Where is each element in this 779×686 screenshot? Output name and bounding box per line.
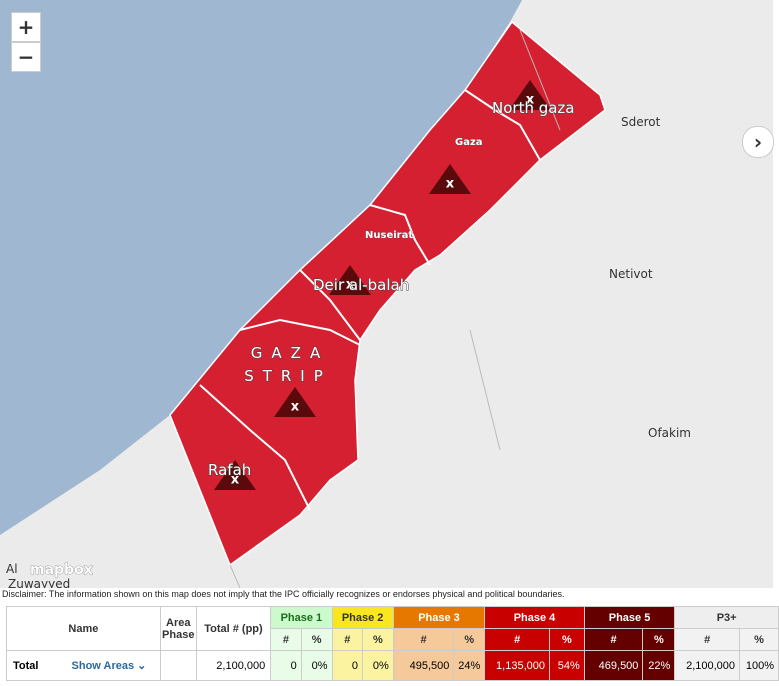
map-label: Rafah bbox=[208, 461, 251, 479]
header: P3+ bbox=[674, 606, 779, 629]
total: 2,100,000 bbox=[195, 650, 272, 681]
cell: 0 bbox=[270, 650, 302, 681]
sea bbox=[0, 0, 522, 535]
markers: x x x x x bbox=[214, 80, 551, 490]
map-label: Gaza bbox=[455, 137, 483, 148]
subheader: # bbox=[270, 628, 302, 651]
marker-symbol: x bbox=[346, 278, 355, 293]
header: Phase 1 bbox=[270, 606, 333, 629]
map-label: Ofakim bbox=[648, 426, 691, 440]
cell: 100% bbox=[739, 650, 779, 681]
cell: 54% bbox=[548, 650, 585, 681]
map-label: Al bbox=[6, 562, 18, 576]
area-phase bbox=[159, 650, 197, 681]
header: Total # (pp) bbox=[195, 606, 272, 651]
cell: 1,135,000 bbox=[484, 650, 550, 681]
disclaimer: Disclaimer: The information shown on thi… bbox=[2, 589, 565, 599]
zoom-out[interactable]: − bbox=[11, 42, 41, 72]
next-button[interactable]: › bbox=[742, 126, 774, 158]
map-label: GAZA bbox=[251, 344, 329, 362]
row-name: Total Show Areas ⌄ bbox=[6, 650, 161, 681]
show-areas[interactable]: Show Areas ⌄ bbox=[71, 660, 147, 672]
header: Area Phase bbox=[159, 606, 197, 651]
map-label: Nuseirat bbox=[365, 230, 413, 241]
map-label: STRIP bbox=[244, 367, 332, 385]
map-label: Zuwayyed bbox=[8, 577, 70, 588]
attribution[interactable]: mapbox bbox=[30, 562, 93, 579]
roads bbox=[229, 29, 561, 588]
marker-symbol: x bbox=[291, 400, 300, 415]
cell: 0 bbox=[331, 650, 364, 681]
header: Phase 2 bbox=[331, 606, 394, 629]
map-label: North gaza bbox=[492, 99, 575, 117]
famine-marker[interactable] bbox=[274, 387, 316, 417]
famine-marker[interactable] bbox=[509, 80, 551, 110]
cell: 0% bbox=[300, 650, 333, 681]
famine-marker[interactable] bbox=[214, 460, 256, 490]
famine-marker[interactable] bbox=[329, 265, 371, 295]
marker-symbol: x bbox=[231, 473, 240, 488]
marker-symbol: x bbox=[526, 93, 535, 108]
subheader: # bbox=[674, 628, 741, 651]
map: x x x x x North gaza Gaza Nuseirat Deir al-b… bbox=[0, 0, 773, 588]
cell: 469,500 bbox=[583, 650, 644, 681]
subheader: % bbox=[362, 628, 394, 651]
zoom-in[interactable]: + bbox=[11, 12, 41, 42]
header: Name bbox=[6, 606, 161, 651]
cell: 24% bbox=[453, 650, 486, 681]
subheader: # bbox=[331, 628, 364, 651]
summary-table: Name Area Phase Total # (pp) Phase 1 Pha… bbox=[6, 606, 779, 681]
cell: 0% bbox=[362, 650, 394, 681]
famine-marker[interactable] bbox=[429, 164, 471, 194]
subheader: % bbox=[453, 628, 486, 651]
marker-symbol: x bbox=[446, 177, 455, 192]
header: Phase 3 bbox=[392, 606, 486, 629]
subheader: % bbox=[548, 628, 585, 651]
gaza-strip-area[interactable] bbox=[169, 20, 606, 567]
header: Phase 4 bbox=[484, 606, 585, 629]
subheader: # bbox=[583, 628, 644, 651]
subheader: % bbox=[300, 628, 333, 651]
cell: 495,500 bbox=[392, 650, 455, 681]
subheader: % bbox=[642, 628, 676, 651]
district-borders bbox=[199, 89, 541, 511]
subheader: # bbox=[392, 628, 455, 651]
row-name-text: Total bbox=[13, 660, 39, 672]
map-label: Netivot bbox=[609, 267, 653, 281]
cell: 22% bbox=[642, 650, 676, 681]
subheader: # bbox=[484, 628, 550, 651]
map-label: Sderot bbox=[621, 115, 661, 129]
subheader: % bbox=[739, 628, 779, 651]
map-label: Deir al-balah bbox=[313, 276, 409, 294]
cell: 2,100,000 bbox=[674, 650, 741, 681]
link-text[interactable]: Show Areas bbox=[71, 660, 135, 672]
header: Phase 5 bbox=[583, 606, 676, 629]
